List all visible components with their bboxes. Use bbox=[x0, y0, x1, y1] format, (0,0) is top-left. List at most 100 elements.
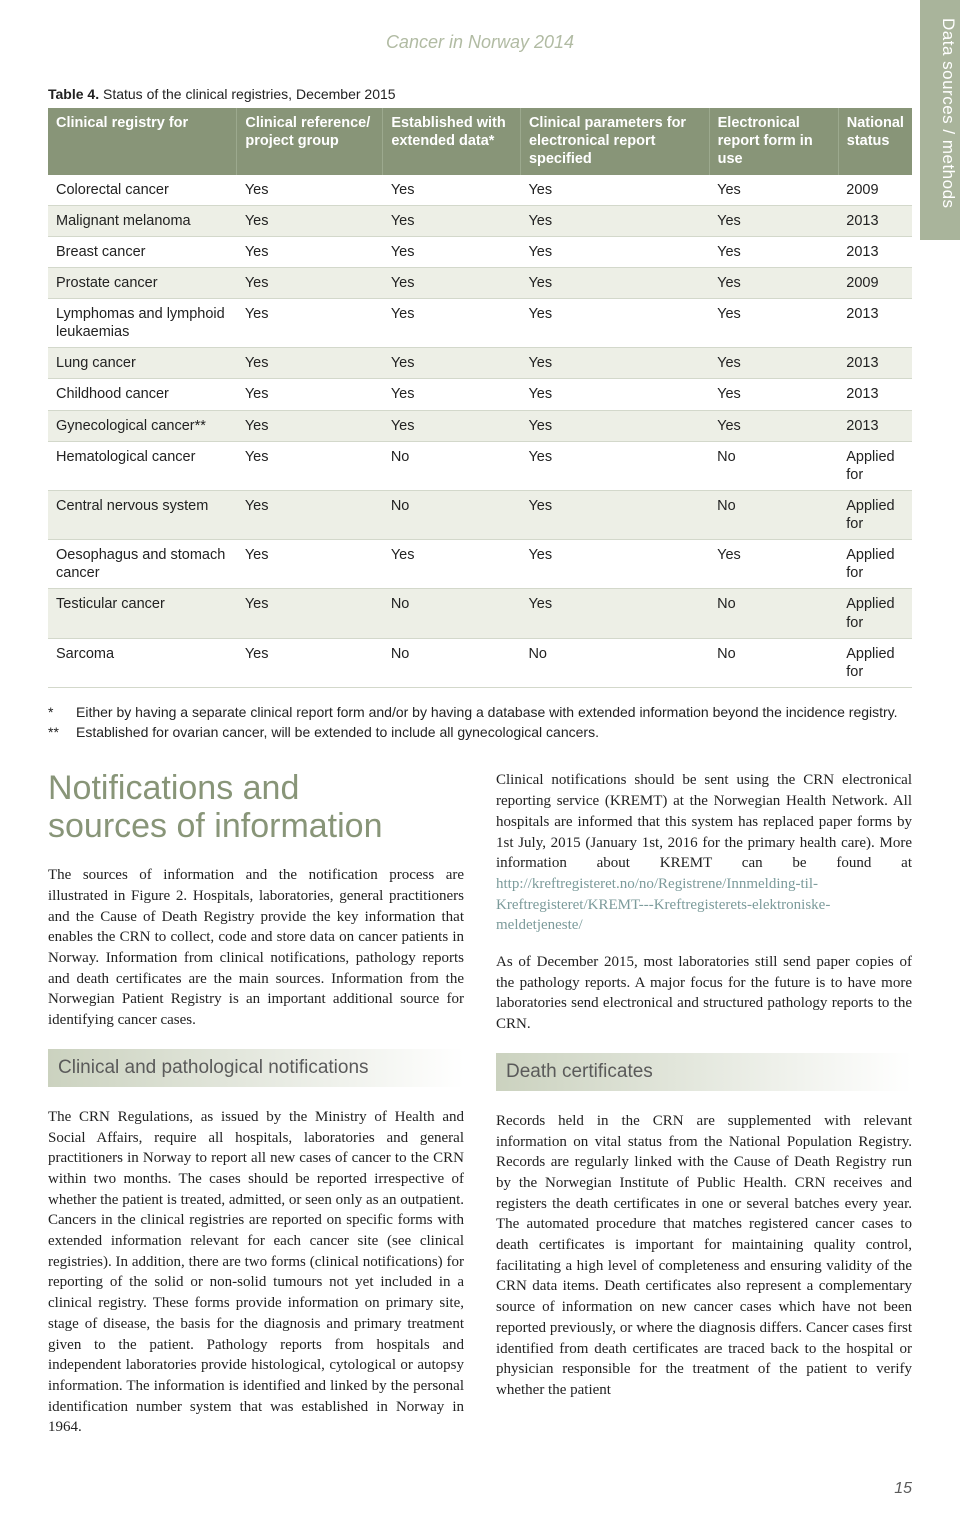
heading-line-1: Notifications and bbox=[48, 769, 299, 807]
table-cell: Yes bbox=[709, 205, 838, 236]
table-cell: Yes bbox=[520, 348, 709, 379]
table-row: Colorectal cancerYesYesYesYes2009 bbox=[48, 175, 912, 206]
table-cell: 2013 bbox=[838, 299, 912, 348]
table-cell: Yes bbox=[520, 175, 709, 206]
footnote: **Established for ovarian cancer, will b… bbox=[48, 722, 912, 742]
table-cell: Applied for bbox=[838, 638, 912, 687]
table-cell: Colorectal cancer bbox=[48, 175, 237, 206]
table-cell: 2013 bbox=[838, 205, 912, 236]
table-cell: Yes bbox=[383, 175, 521, 206]
table-cell: Yes bbox=[237, 490, 383, 539]
subheading: Clinical and pathological notifications bbox=[48, 1049, 464, 1087]
table-cell: Yes bbox=[237, 205, 383, 236]
table-row: SarcomaYesNoNoNoApplied for bbox=[48, 638, 912, 687]
page-number: 15 bbox=[48, 1478, 912, 1500]
table-label: Table 4. bbox=[48, 86, 99, 102]
right-column: Clinical notifications should be sent us… bbox=[496, 770, 912, 1454]
table-cell: No bbox=[709, 441, 838, 490]
table-cell: Yes bbox=[709, 267, 838, 298]
table-cell: Yes bbox=[520, 299, 709, 348]
table-cell: Yes bbox=[237, 410, 383, 441]
table-cell: Applied for bbox=[838, 441, 912, 490]
subheading: Death certificates bbox=[496, 1053, 912, 1091]
section-heading: Notifications and sources of information bbox=[48, 770, 464, 845]
table-cell: Gynecological cancer** bbox=[48, 410, 237, 441]
table-cell: Yes bbox=[520, 205, 709, 236]
table-row: Lymphomas and lymphoid leukaemiasYesYesY… bbox=[48, 299, 912, 348]
table-caption-text: Status of the clinical registries, Decem… bbox=[103, 86, 396, 102]
table-cell: No bbox=[709, 490, 838, 539]
table-footnotes: *Either by having a separate clinical re… bbox=[48, 702, 912, 743]
table-cell: Childhood cancer bbox=[48, 379, 237, 410]
table-cell: Yes bbox=[520, 540, 709, 589]
table-cell: Yes bbox=[709, 175, 838, 206]
table-header-cell: National status bbox=[838, 108, 912, 174]
footnote-text: Established for ovarian cancer, will be … bbox=[76, 722, 599, 742]
table-cell: Yes bbox=[237, 589, 383, 638]
table-cell: 2013 bbox=[838, 236, 912, 267]
body-paragraph: Clinical notifications should be sent us… bbox=[496, 770, 912, 936]
body-paragraph: The CRN Regulations, as issued by the Mi… bbox=[48, 1107, 464, 1438]
table-row: Childhood cancerYesYesYesYes2013 bbox=[48, 379, 912, 410]
table-cell: Yes bbox=[709, 540, 838, 589]
table-cell: No bbox=[383, 490, 521, 539]
table-cell: Oesophagus and stomach cancer bbox=[48, 540, 237, 589]
body-paragraph: As of December 2015, most laboratories s… bbox=[496, 952, 912, 1035]
table-header-cell: Clinical registry for bbox=[48, 108, 237, 174]
table-row: Malignant melanomaYesYesYesYes2013 bbox=[48, 205, 912, 236]
table-caption: Table 4. Status of the clinical registri… bbox=[48, 85, 912, 104]
table-row: Testicular cancerYesNoYesNoApplied for bbox=[48, 589, 912, 638]
table-cell: Yes bbox=[709, 299, 838, 348]
table-cell: Yes bbox=[383, 299, 521, 348]
table-cell: Central nervous system bbox=[48, 490, 237, 539]
side-section-tab: Data sources / methods bbox=[920, 0, 960, 240]
table-cell: Yes bbox=[237, 540, 383, 589]
table-cell: Lymphomas and lymphoid leukaemias bbox=[48, 299, 237, 348]
table-cell: Sarcoma bbox=[48, 638, 237, 687]
body-paragraph: The sources of information and the notif… bbox=[48, 865, 464, 1031]
table-cell: No bbox=[383, 589, 521, 638]
running-head: Cancer in Norway 2014 bbox=[48, 30, 912, 55]
table-cell: 2013 bbox=[838, 379, 912, 410]
table-cell: Applied for bbox=[838, 540, 912, 589]
footnote: *Either by having a separate clinical re… bbox=[48, 702, 912, 722]
table-cell: No bbox=[520, 638, 709, 687]
table-cell: 2013 bbox=[838, 410, 912, 441]
table-cell: Yes bbox=[520, 267, 709, 298]
table-cell: No bbox=[709, 589, 838, 638]
table-cell: Breast cancer bbox=[48, 236, 237, 267]
table-cell: 2009 bbox=[838, 267, 912, 298]
table-row: Lung cancerYesYesYesYes2013 bbox=[48, 348, 912, 379]
table-cell: No bbox=[709, 638, 838, 687]
table-row: Gynecological cancer**YesYesYesYes2013 bbox=[48, 410, 912, 441]
table-row: Oesophagus and stomach cancerYesYesYesYe… bbox=[48, 540, 912, 589]
table-cell: Yes bbox=[520, 236, 709, 267]
kremt-link[interactable]: http://kreftregisteret.no/no/Registrene/… bbox=[496, 876, 830, 933]
table-cell: Yes bbox=[709, 236, 838, 267]
footnote-mark: ** bbox=[48, 722, 76, 742]
table-cell: Yes bbox=[383, 205, 521, 236]
table-cell: Malignant melanoma bbox=[48, 205, 237, 236]
table-cell: Yes bbox=[520, 589, 709, 638]
table-header-cell: Clinical parameters for electronical rep… bbox=[520, 108, 709, 174]
table-header-cell: Clinical reference/ project group bbox=[237, 108, 383, 174]
table-cell: No bbox=[383, 638, 521, 687]
table-header-row: Clinical registry forClinical reference/… bbox=[48, 108, 912, 174]
table-cell: Yes bbox=[383, 236, 521, 267]
table-cell: Yes bbox=[383, 348, 521, 379]
left-column: Notifications and sources of information… bbox=[48, 770, 464, 1454]
body-paragraph: Records held in the CRN are supplemented… bbox=[496, 1111, 912, 1401]
paragraph-text: Clinical notifications should be sent us… bbox=[496, 772, 912, 871]
table-cell: Yes bbox=[237, 638, 383, 687]
footnote-text: Either by having a separate clinical rep… bbox=[76, 702, 898, 722]
table-cell: Yes bbox=[383, 267, 521, 298]
table-cell: Yes bbox=[383, 379, 521, 410]
table-cell: 2013 bbox=[838, 348, 912, 379]
table-cell: Yes bbox=[709, 410, 838, 441]
table-cell: No bbox=[383, 441, 521, 490]
table-cell: Yes bbox=[237, 236, 383, 267]
table-cell: Yes bbox=[237, 267, 383, 298]
table-cell: Hematological cancer bbox=[48, 441, 237, 490]
table-cell: Applied for bbox=[838, 490, 912, 539]
table-cell: Testicular cancer bbox=[48, 589, 237, 638]
